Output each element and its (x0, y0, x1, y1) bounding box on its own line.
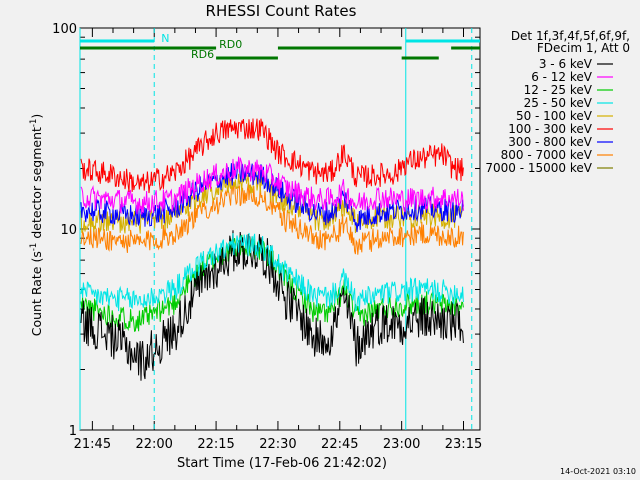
legend-label: 12 - 25 keV (524, 83, 593, 97)
y-tick-label: 1 (69, 424, 77, 439)
legend-label: 3 - 6 keV (539, 57, 593, 71)
x-tick-label: 22:15 (197, 437, 234, 452)
y-axis-label-tail: detector segment (29, 127, 44, 243)
legend-label: 800 - 7000 keV (501, 148, 593, 162)
series-line-0 (80, 230, 464, 381)
state-bar-label: RD6 (191, 48, 214, 61)
state-bar-label: RD0 (219, 38, 242, 51)
x-tick-label: 22:45 (321, 437, 358, 452)
state-bar-label: N (161, 32, 169, 45)
x-tick-label: 21:45 (74, 437, 111, 452)
legend-label: 7000 - 15000 keV (485, 161, 592, 175)
x-tick-label: 22:00 (135, 437, 172, 452)
y-axis-label-end: ) (29, 114, 44, 119)
x-tick-label: 23:15 (445, 437, 482, 452)
x-axis-label: Start Time (17-Feb-06 21:42:02) (177, 456, 387, 471)
series-line-7 (80, 182, 464, 255)
legend-label: 50 - 100 keV (516, 109, 593, 123)
legend-label: 100 - 300 keV (508, 122, 592, 136)
legend-label: 6 - 12 keV (531, 70, 593, 84)
legend-label: 300 - 800 keV (508, 135, 592, 149)
series-line-5 (80, 118, 464, 194)
y-axis-label-sup2: -1 (29, 119, 39, 127)
legend-label: 25 - 50 keV (524, 96, 593, 110)
series-line-3 (80, 232, 464, 312)
series-line-1 (80, 156, 464, 215)
series-line-6 (80, 161, 464, 233)
legend-header-line-2: FDecim 1, Att 0 (537, 41, 630, 55)
y-tick-label: 10 (60, 223, 77, 238)
legend-header-line-1: Det 1f,3f,4f,5f,6f,9f, (511, 29, 630, 43)
generation-timestamp: 14-Oct-2021 03:10 (560, 467, 636, 476)
x-tick-label: 22:30 (259, 437, 296, 452)
x-tick-label: 23:00 (383, 437, 420, 452)
y-axis-label-sup: -1 (29, 243, 39, 251)
chart-title: RHESSI Count Rates (206, 2, 357, 20)
y-axis-label-main: Count Rate (s (29, 251, 44, 336)
y-tick-label: 100 (52, 22, 77, 37)
y-axis-label: Count Rate (s-1 detector segment-1) (29, 114, 44, 337)
